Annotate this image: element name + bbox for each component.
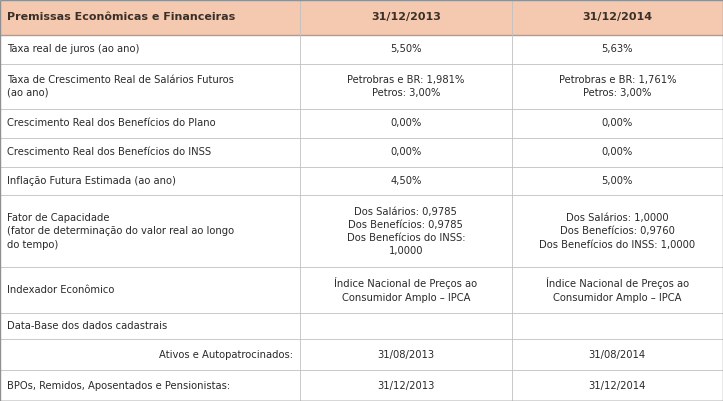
Text: 31/12/2013: 31/12/2013: [371, 12, 441, 22]
Bar: [300, 64, 512, 109]
Bar: [0, 138, 300, 166]
Text: 0,00%: 0,00%: [602, 147, 633, 157]
Bar: [0, 0, 300, 35]
Text: BPOs, Remidos, Aposentados e Pensionistas:: BPOs, Remidos, Aposentados e Pensionista…: [7, 381, 231, 391]
Text: Petrobras e BR: 1,761%
Petros: 3,00%: Petrobras e BR: 1,761% Petros: 3,00%: [558, 75, 676, 98]
Bar: [512, 64, 723, 109]
Bar: [300, 138, 512, 166]
Bar: [300, 166, 512, 195]
Bar: [300, 339, 512, 370]
Bar: [512, 370, 723, 401]
Bar: [0, 64, 300, 109]
Text: Dos Salários: 1,0000
Dos Benefícios: 0,9760
Dos Benefícios do INSS: 1,0000: Dos Salários: 1,0000 Dos Benefícios: 0,9…: [539, 213, 696, 249]
Text: 5,63%: 5,63%: [602, 45, 633, 55]
Bar: [0, 370, 300, 401]
Bar: [0, 267, 300, 312]
Text: 5,00%: 5,00%: [602, 176, 633, 186]
Text: Taxa real de juros (ao ano): Taxa real de juros (ao ano): [7, 45, 140, 55]
Bar: [512, 267, 723, 312]
Bar: [512, 312, 723, 339]
Text: 31/08/2013: 31/08/2013: [377, 350, 435, 360]
Text: 0,00%: 0,00%: [390, 118, 422, 128]
Bar: [512, 166, 723, 195]
Bar: [0, 339, 300, 370]
Bar: [512, 195, 723, 267]
Text: 31/12/2013: 31/12/2013: [377, 381, 435, 391]
Text: Premissas Econômicas e Financeiras: Premissas Econômicas e Financeiras: [7, 12, 236, 22]
Bar: [300, 370, 512, 401]
Bar: [0, 35, 300, 64]
Text: 4,50%: 4,50%: [390, 176, 422, 186]
Bar: [300, 35, 512, 64]
Text: Taxa de Crescimento Real de Salários Futuros
(ao ano): Taxa de Crescimento Real de Salários Fut…: [7, 75, 234, 98]
Bar: [512, 339, 723, 370]
Bar: [512, 35, 723, 64]
Bar: [300, 109, 512, 138]
Text: Índice Nacional de Preços ao
Consumidor Amplo – IPCA: Índice Nacional de Preços ao Consumidor …: [334, 277, 477, 302]
Text: Crescimento Real dos Benefícios do Plano: Crescimento Real dos Benefícios do Plano: [7, 118, 216, 128]
Text: 31/12/2014: 31/12/2014: [589, 381, 646, 391]
Bar: [512, 0, 723, 35]
Bar: [0, 312, 300, 339]
Text: 5,50%: 5,50%: [390, 45, 422, 55]
Text: Dos Salários: 0,9785
Dos Benefícios: 0,9785
Dos Benefícios do INSS:
1,0000: Dos Salários: 0,9785 Dos Benefícios: 0,9…: [346, 207, 465, 256]
Text: 31/08/2014: 31/08/2014: [589, 350, 646, 360]
Text: Fator de Capacidade
(fator de determinação do valor real ao longo
do tempo): Fator de Capacidade (fator de determinaç…: [7, 213, 234, 249]
Bar: [300, 0, 512, 35]
Bar: [300, 312, 512, 339]
Bar: [0, 195, 300, 267]
Bar: [300, 267, 512, 312]
Text: Índice Nacional de Preços ao
Consumidor Amplo – IPCA: Índice Nacional de Preços ao Consumidor …: [546, 277, 689, 302]
Text: Data-Base dos dados cadastrais: Data-Base dos dados cadastrais: [7, 321, 168, 331]
Bar: [0, 166, 300, 195]
Bar: [512, 138, 723, 166]
Bar: [0, 109, 300, 138]
Bar: [300, 195, 512, 267]
Text: Indexador Econômico: Indexador Econômico: [7, 285, 115, 295]
Text: Crescimento Real dos Benefícios do INSS: Crescimento Real dos Benefícios do INSS: [7, 147, 211, 157]
Text: Petrobras e BR: 1,981%
Petros: 3,00%: Petrobras e BR: 1,981% Petros: 3,00%: [347, 75, 464, 98]
Text: Inflação Futura Estimada (ao ano): Inflação Futura Estimada (ao ano): [7, 176, 176, 186]
Text: Ativos e Autopatrocinados:: Ativos e Autopatrocinados:: [159, 350, 293, 360]
Text: 0,00%: 0,00%: [390, 147, 422, 157]
Text: 0,00%: 0,00%: [602, 118, 633, 128]
Text: 31/12/2014: 31/12/2014: [582, 12, 652, 22]
Bar: [512, 109, 723, 138]
